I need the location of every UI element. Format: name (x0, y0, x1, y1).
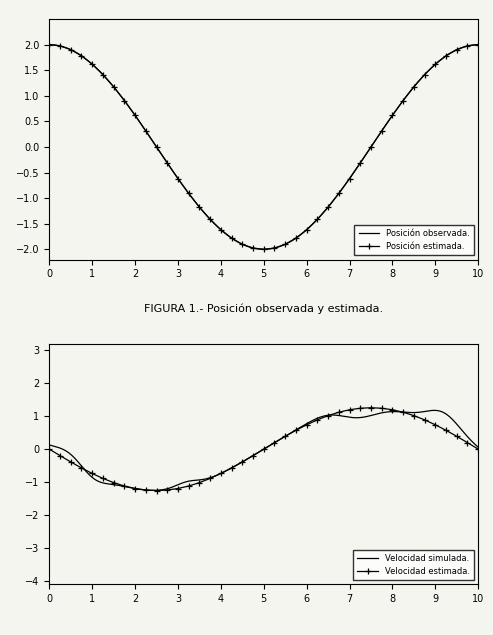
Title: FIGURA 1.- Posición observada y estimada.: FIGURA 1.- Posición observada y estimada… (144, 304, 384, 314)
Legend: Posición observada., Posición estimada.: Posición observada., Posición estimada. (354, 225, 474, 255)
Legend: Velocidad simulada., Velocidad estimada.: Velocidad simulada., Velocidad estimada. (353, 549, 474, 580)
